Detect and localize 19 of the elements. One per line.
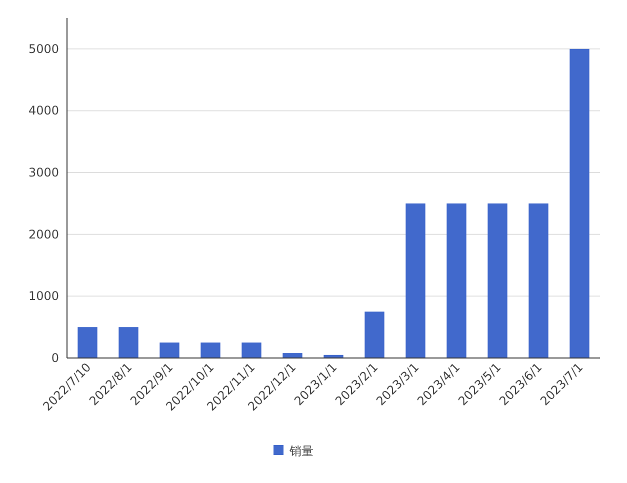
bar — [118, 327, 138, 358]
bar — [282, 353, 302, 358]
bar — [78, 327, 98, 358]
y-tick-label: 4000 — [28, 104, 59, 118]
bar — [528, 203, 548, 358]
bar — [406, 203, 426, 358]
bar — [570, 48, 590, 358]
bar — [364, 312, 384, 358]
bar — [160, 342, 180, 358]
bar — [200, 342, 220, 358]
y-tick-label: 2000 — [28, 227, 59, 242]
legend-label: 销量 — [288, 444, 314, 458]
y-tick-label: 1000 — [28, 289, 59, 304]
bar — [446, 203, 466, 358]
y-tick-label: 3000 — [28, 166, 59, 180]
y-tick-label: 5000 — [28, 42, 59, 56]
bar — [242, 342, 262, 358]
bar — [488, 203, 508, 358]
y-tick-label: 0 — [51, 351, 59, 365]
